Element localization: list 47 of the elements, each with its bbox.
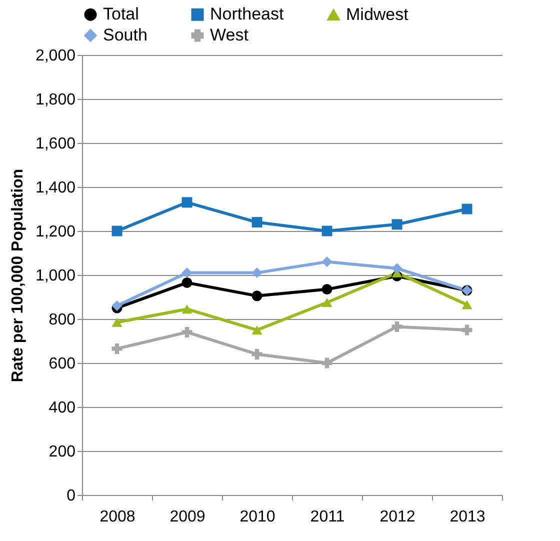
point [182, 277, 192, 288]
legend-label: Northeast [210, 4, 284, 24]
x-tick-label: 2010 [240, 508, 276, 526]
point [462, 300, 472, 310]
x-tick-label: 2013 [450, 508, 486, 526]
point [462, 324, 472, 336]
point [252, 216, 262, 228]
y-tick-label: 800 [48, 312, 76, 328]
y-tick-label: 2,000 [35, 48, 76, 64]
legend-label: Midwest [346, 4, 409, 24]
point [322, 256, 332, 268]
legend-label: South [103, 26, 148, 44]
legend-label: West [210, 26, 249, 44]
point [392, 263, 402, 274]
point [182, 197, 192, 208]
point [182, 326, 192, 338]
x-tick-label: 2008 [100, 508, 136, 526]
point [252, 268, 262, 278]
point [182, 268, 192, 278]
point [252, 325, 262, 335]
y-tick-label: 400 [48, 400, 76, 416]
legend-label: Total [103, 4, 139, 24]
point [392, 219, 402, 230]
point [112, 226, 122, 236]
point [322, 226, 332, 236]
y-tick-label: 1,400 [35, 180, 76, 196]
y-axis-title: Rate per 100,000 Population [9, 168, 26, 382]
point [252, 290, 262, 302]
point [392, 321, 402, 332]
point [322, 298, 332, 308]
point [112, 343, 122, 354]
x-tick-label: 2012 [380, 508, 416, 526]
y-tick-label: 600 [48, 356, 76, 372]
y-tick-label: 0 [66, 488, 76, 504]
point [322, 284, 332, 295]
point [462, 204, 472, 214]
point [252, 348, 262, 360]
y-tick-label: 1,000 [35, 268, 76, 284]
y-tick-label: 1,600 [35, 136, 76, 152]
y-tick-label: 1,200 [35, 224, 76, 240]
y-tick-label: 1,800 [35, 92, 76, 108]
point [322, 358, 332, 368]
point [112, 318, 122, 327]
point [182, 304, 192, 314]
x-tick-label: 2011 [310, 508, 345, 526]
y-tick-label: 200 [48, 444, 76, 460]
x-tick-label: 2009 [170, 508, 206, 526]
